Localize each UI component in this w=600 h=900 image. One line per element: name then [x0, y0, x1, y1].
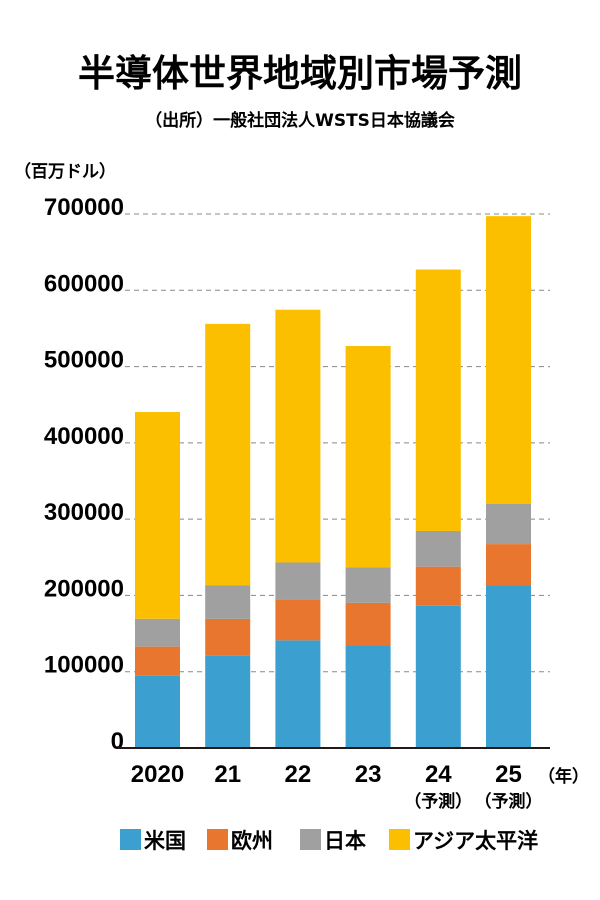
- bar-segment-24-0: [415, 605, 461, 748]
- bar-segment-2020-3: [135, 412, 180, 619]
- legend-swatch: [120, 829, 141, 850]
- y-tick-label: 600000: [44, 270, 124, 297]
- bar-segment-25-0: [486, 585, 531, 748]
- legend-label: 米国: [144, 829, 186, 853]
- bar-segment-21-2: [205, 585, 251, 619]
- x-tick-label: 21: [214, 761, 241, 788]
- legend-swatch: [389, 829, 410, 850]
- y-tick-label: 700000: [44, 194, 124, 221]
- bar-segment-21-0: [205, 655, 251, 748]
- legend-swatch: [207, 829, 228, 850]
- bar-segment-22-0: [275, 640, 321, 748]
- bar-segment-25-1: [486, 544, 531, 586]
- bar-segment-23-2: [345, 567, 391, 603]
- bar-segment-22-3: [275, 309, 321, 563]
- legend-label: 欧州: [231, 829, 273, 853]
- bar-segment-22-1: [275, 599, 321, 641]
- bar-segment-21-3: [205, 323, 251, 586]
- bar-segment-21-1: [205, 618, 251, 656]
- bar-segment-23-3: [345, 346, 391, 568]
- bar-segment-23-1: [345, 602, 391, 646]
- bar-segment-24-3: [415, 269, 461, 531]
- bar-segment-24-1: [415, 566, 461, 606]
- bar-segment-22-2: [275, 562, 321, 600]
- legend-label: 日本: [324, 829, 366, 853]
- bar-segment-23-0: [345, 645, 391, 748]
- x-tick-label: 2020: [131, 761, 184, 788]
- x-tick-label: 23: [355, 761, 382, 788]
- bar-segment-25-2: [486, 503, 531, 545]
- x-tick-label: 25: [495, 761, 522, 788]
- legend-label: アジア太平洋: [413, 829, 538, 853]
- legend-swatch: [300, 829, 321, 850]
- bar-segment-2020-2: [135, 618, 180, 647]
- forecast-note: （予測）: [475, 791, 543, 812]
- bar-segment-25-3: [486, 216, 531, 504]
- x-axis-unit: （年）: [538, 766, 589, 787]
- y-axis-unit: （百万ドル）: [14, 161, 116, 182]
- y-tick-label: 300000: [44, 499, 124, 526]
- y-tick-label: 200000: [44, 575, 124, 602]
- chart-subtitle: （出所）一般社団法人WSTS日本協議会: [145, 110, 455, 131]
- y-tick-label: 400000: [44, 423, 124, 450]
- y-tick-label: 100000: [44, 652, 124, 679]
- chart-title: 半導体世界地域別市場予測: [78, 52, 522, 95]
- x-tick-label: 22: [285, 761, 312, 788]
- x-tick-label: 24: [425, 761, 452, 788]
- bar-segment-2020-1: [135, 646, 180, 676]
- bar-segment-2020-0: [135, 675, 180, 748]
- y-tick-label: 0: [111, 728, 124, 755]
- y-tick-label: 500000: [44, 347, 124, 374]
- bar-segment-24-2: [415, 530, 461, 567]
- forecast-note: （予測）: [404, 791, 472, 812]
